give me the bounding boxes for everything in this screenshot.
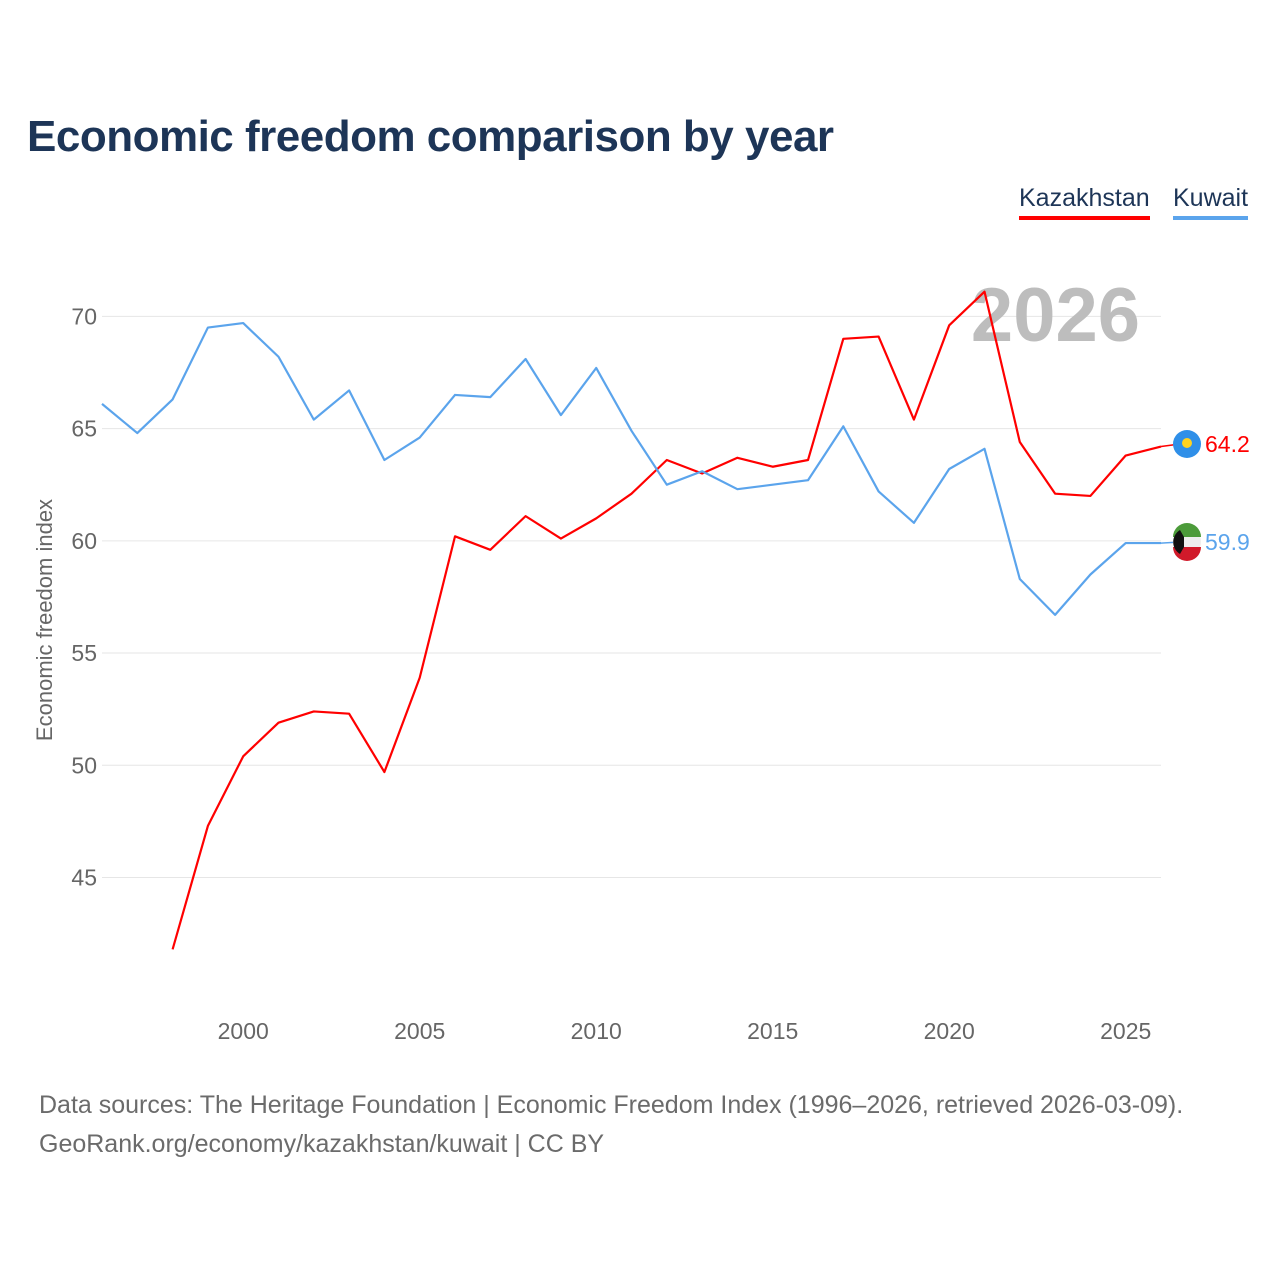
x-tick-label: 2025 — [1100, 1018, 1151, 1044]
y-tick-label: 45 — [71, 865, 97, 891]
source-line-1: Data sources: The Heritage Foundation | … — [39, 1091, 1184, 1119]
legend-kuwait[interactable]: Kuwait — [1173, 184, 1249, 220]
source-line-2: GeoRank.org/economy/kazakhstan/kuwait | … — [39, 1130, 605, 1158]
x-tick-label: 2020 — [924, 1018, 975, 1044]
x-tick-label: 2005 — [394, 1018, 445, 1044]
series-line-kazakhstan — [171, 290, 1162, 950]
y-tick-label: 60 — [71, 528, 97, 554]
x-tick-label: 2000 — [218, 1018, 269, 1044]
year-watermark: 2026 — [971, 273, 1140, 358]
series-line-kuwait — [101, 321, 1161, 616]
y-tick-label: 65 — [71, 416, 97, 442]
legend-kazakhstan[interactable]: Kazakhstan — [1019, 184, 1150, 220]
end-value-label: 64.2 — [1205, 431, 1250, 457]
source-note: Data sources: The Heritage Foundation | … — [39, 1086, 1183, 1164]
flag-black-trapezoid — [1173, 530, 1184, 554]
chart-title: Economic freedom comparison by year — [27, 112, 834, 161]
x-tick-label: 2010 — [571, 1018, 622, 1044]
end-value-label: 59.9 — [1205, 529, 1250, 555]
flag-sun — [1182, 438, 1192, 448]
y-tick-label: 50 — [71, 752, 97, 778]
y-tick-label: 55 — [71, 640, 97, 666]
y-axis-label: Economic freedom index — [32, 499, 57, 741]
y-tick-label: 70 — [71, 303, 97, 329]
x-tick-label: 2015 — [747, 1018, 798, 1044]
